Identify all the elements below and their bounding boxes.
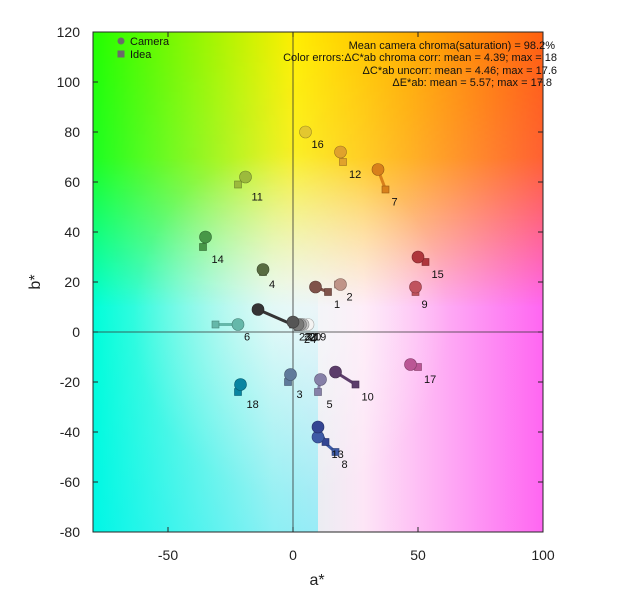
legend-idea-marker xyxy=(117,50,125,58)
camera-marker-6 xyxy=(231,318,245,331)
ideal-marker-11 xyxy=(234,180,242,189)
x-tick-label: 100 xyxy=(531,547,555,563)
patch-label-23: 23 xyxy=(299,332,311,344)
ideal-marker-10 xyxy=(351,380,360,389)
patch-label-4: 4 xyxy=(269,279,275,291)
ideal-marker-5 xyxy=(314,388,322,396)
camera-marker-14 xyxy=(199,230,212,244)
camera-marker-1 xyxy=(309,280,322,294)
ideal-marker-7 xyxy=(381,185,390,194)
y-tick-label: -60 xyxy=(60,474,80,490)
patch-label-3: 3 xyxy=(297,389,303,401)
camera-marker-5 xyxy=(314,373,327,386)
ideal-marker-14 xyxy=(199,243,207,251)
patch-label-15: 15 xyxy=(432,269,444,281)
camera-marker-10 xyxy=(329,365,342,379)
camera-marker-16 xyxy=(299,125,312,139)
patch-label-9: 9 xyxy=(422,299,428,311)
camera-marker-13 xyxy=(311,420,325,434)
legend-camera-label: Camera xyxy=(130,36,170,48)
patch-label-21: 21 xyxy=(307,332,319,344)
ideal-marker-13 xyxy=(321,438,330,446)
patch-label-12: 12 xyxy=(349,169,361,181)
y-tick-label: 80 xyxy=(64,124,80,140)
camera-marker-12 xyxy=(334,145,347,159)
annotation-chroma-uncorr: ΔC*ab uncorr: mean = 4.46; max = 17.6 xyxy=(363,65,557,77)
camera-marker-15 xyxy=(411,250,425,264)
ideal-marker-8 xyxy=(331,448,340,456)
patch-label-11: 11 xyxy=(252,192,263,204)
y-tick-label: 60 xyxy=(64,174,80,190)
camera-marker-7 xyxy=(371,163,385,176)
ideal-marker-6 xyxy=(211,320,220,329)
annotations: Mean camera chroma(saturation) = 98.2% C… xyxy=(283,40,557,89)
patch-label-1: 1 xyxy=(334,299,340,311)
legend-idea-label: Idea xyxy=(130,49,152,61)
x-tick-label: 50 xyxy=(410,547,426,563)
patch-label-20: 20 xyxy=(309,332,321,344)
patch-label-5: 5 xyxy=(327,399,333,411)
patch-label-19: 19 xyxy=(314,332,326,344)
y-tick-label: 0 xyxy=(72,324,80,340)
legend-camera-marker xyxy=(117,37,125,45)
y-axis-label: b* xyxy=(27,274,44,289)
patch-label-18: 18 xyxy=(247,399,259,411)
y-tick-label: 20 xyxy=(64,274,80,290)
y-tick-label: 120 xyxy=(57,24,81,40)
y-tick-label: -20 xyxy=(60,374,80,390)
patch-label-7: 7 xyxy=(392,197,398,209)
ideal-marker-12 xyxy=(339,158,347,166)
patch-label-13: 13 xyxy=(332,449,344,461)
patch-label-22: 22 xyxy=(304,332,316,344)
zero-axes xyxy=(93,32,543,532)
patch-label-16: 16 xyxy=(312,139,324,151)
camera-marker-17 xyxy=(404,358,417,371)
annotation-chroma-corr: Color errors:ΔC*ab chroma corr: mean = 4… xyxy=(283,52,557,64)
ideal-marker-15 xyxy=(421,258,430,266)
ideal-marker-1 xyxy=(324,288,332,296)
camera-marker-2 xyxy=(334,278,347,291)
x-tick-label: 0 xyxy=(289,547,297,563)
patch-markers xyxy=(199,125,430,456)
y-tick-label: 40 xyxy=(64,224,80,240)
patch-label-2: 2 xyxy=(347,292,353,304)
patch-label-14: 14 xyxy=(212,254,224,266)
camera-marker-24 xyxy=(251,303,265,316)
camera-marker-4 xyxy=(256,263,270,276)
camera-marker-23 xyxy=(286,315,300,329)
camera-marker-11 xyxy=(239,170,252,184)
x-tick-label: -50 xyxy=(158,547,178,563)
x-axis-label: a* xyxy=(309,572,324,589)
patch-label-10: 10 xyxy=(362,392,374,404)
annotation-chroma: Mean camera chroma(saturation) = 98.2% xyxy=(349,40,556,52)
y-tick-label: 100 xyxy=(57,74,81,90)
patch-label-8: 8 xyxy=(342,459,348,471)
camera-marker-18 xyxy=(234,378,247,391)
camera-marker-3 xyxy=(284,368,297,381)
camera-marker-9 xyxy=(409,280,422,294)
legend: Camera Idea xyxy=(117,36,170,61)
patch-label-17: 17 xyxy=(424,374,436,386)
annotation-delta-e: ΔE*ab: mean = 5.57; max = 17.8 xyxy=(392,77,552,89)
y-tick-label: -80 xyxy=(60,524,80,540)
patch-label-6: 6 xyxy=(244,332,250,344)
y-tick-label: -40 xyxy=(60,424,80,440)
patch-label-24: 24 xyxy=(304,334,316,346)
